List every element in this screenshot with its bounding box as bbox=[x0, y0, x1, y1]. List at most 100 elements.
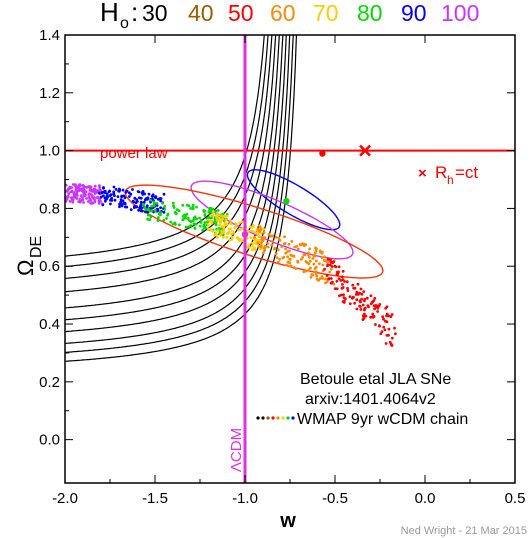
chain-point bbox=[325, 274, 329, 277]
chain-point bbox=[325, 280, 329, 283]
chain-point bbox=[258, 230, 262, 233]
y-axis-ticks: 0.0 0.2 0.4 0.6 0.8 1.0 1.2 1.4 bbox=[39, 27, 515, 449]
ho-constant-curves bbox=[65, 35, 298, 362]
y-tick-label: 1.2 bbox=[39, 85, 60, 102]
chain-point bbox=[309, 266, 312, 270]
chain-point bbox=[260, 238, 264, 241]
chain-point bbox=[254, 231, 258, 235]
y-tick-label: 0.6 bbox=[39, 258, 60, 275]
ho-value-60: 60 bbox=[270, 0, 296, 26]
chain-point bbox=[274, 252, 278, 256]
ho-legend: H o : 30 40 50 60 70 80 90 100 bbox=[100, 0, 479, 32]
chain-point bbox=[362, 290, 366, 293]
chain-point bbox=[171, 222, 175, 226]
chain-point bbox=[356, 293, 360, 296]
chain-point bbox=[328, 263, 332, 267]
chain-point bbox=[109, 202, 112, 206]
chain-point bbox=[200, 218, 203, 222]
ho-curve bbox=[65, 35, 284, 321]
chain-point bbox=[82, 185, 86, 189]
chain-point bbox=[380, 330, 384, 333]
power-law-label: power law bbox=[100, 145, 168, 162]
chain-point bbox=[256, 227, 260, 231]
chain-point bbox=[382, 325, 386, 329]
chain-point bbox=[302, 242, 306, 246]
chain-point bbox=[249, 236, 253, 240]
chain-point bbox=[157, 216, 160, 219]
chain-point bbox=[274, 235, 278, 239]
chain-point bbox=[384, 306, 388, 310]
chain-point bbox=[340, 275, 344, 279]
chain-point bbox=[152, 204, 156, 208]
chain-point bbox=[330, 267, 333, 271]
chain-point bbox=[123, 201, 127, 205]
chain-point bbox=[227, 227, 231, 231]
y-tick-label: 0.2 bbox=[39, 374, 60, 391]
chain-point bbox=[86, 185, 90, 189]
chain-point bbox=[337, 270, 340, 274]
chain-point bbox=[169, 220, 173, 224]
chain-point bbox=[137, 190, 141, 194]
chain-point bbox=[171, 201, 175, 205]
chain-point bbox=[369, 294, 373, 298]
chain-point bbox=[93, 199, 97, 202]
chain-point bbox=[359, 308, 363, 311]
chain-point bbox=[250, 229, 253, 233]
chain-point bbox=[204, 226, 207, 230]
chain-point bbox=[199, 221, 203, 224]
chain-point bbox=[308, 247, 312, 251]
chain-point bbox=[363, 308, 366, 312]
chain-point bbox=[367, 305, 370, 309]
chain-point bbox=[194, 222, 198, 226]
chain-point bbox=[214, 209, 218, 213]
chain-point bbox=[283, 235, 286, 239]
chain-point bbox=[148, 218, 152, 222]
chain-point bbox=[201, 228, 205, 232]
best-fit-dot bbox=[319, 150, 326, 157]
chain-point bbox=[177, 209, 181, 213]
chain-point bbox=[222, 235, 225, 239]
chain-point bbox=[89, 187, 92, 191]
chain-point bbox=[101, 203, 105, 207]
chain-point bbox=[93, 184, 97, 188]
chain-point bbox=[285, 263, 288, 267]
chain-point bbox=[68, 200, 72, 203]
y-axis-label-de: DE bbox=[28, 236, 45, 258]
chain-point bbox=[307, 251, 310, 255]
chain-point bbox=[165, 217, 168, 220]
chain-point bbox=[129, 208, 133, 212]
chain-point bbox=[351, 283, 355, 287]
chain-point bbox=[206, 218, 210, 222]
ho-curve bbox=[65, 35, 298, 362]
chain-point bbox=[332, 282, 336, 286]
chain-point bbox=[302, 253, 306, 257]
chain-point bbox=[114, 188, 118, 191]
chain-point bbox=[365, 296, 369, 300]
chain-point bbox=[337, 277, 341, 280]
chain-point bbox=[262, 231, 266, 234]
chain-point bbox=[253, 248, 256, 251]
chain-point bbox=[158, 197, 162, 200]
x-axis-label: w bbox=[279, 510, 296, 532]
chain-point bbox=[381, 315, 385, 319]
chain-point bbox=[103, 199, 107, 203]
chain-point bbox=[254, 242, 257, 245]
chain-point bbox=[377, 304, 381, 308]
chain-point bbox=[321, 263, 325, 267]
chain-point bbox=[266, 245, 270, 249]
chain-point bbox=[159, 211, 163, 215]
ho-legend-subscript: o bbox=[120, 15, 129, 32]
chain-point bbox=[198, 216, 201, 220]
chain-point bbox=[90, 194, 94, 198]
chain-point bbox=[72, 183, 75, 186]
rh-ct-symbol: × bbox=[418, 165, 427, 182]
contour-middle bbox=[190, 180, 354, 260]
ho-value-70: 70 bbox=[313, 0, 339, 26]
chain-point bbox=[346, 286, 349, 290]
chain-point bbox=[98, 197, 101, 201]
chain-point bbox=[173, 211, 177, 214]
chain-point bbox=[139, 205, 142, 208]
x-tick-label: -1.5 bbox=[142, 490, 168, 507]
chain-point bbox=[210, 219, 214, 223]
chain-point bbox=[284, 251, 288, 255]
